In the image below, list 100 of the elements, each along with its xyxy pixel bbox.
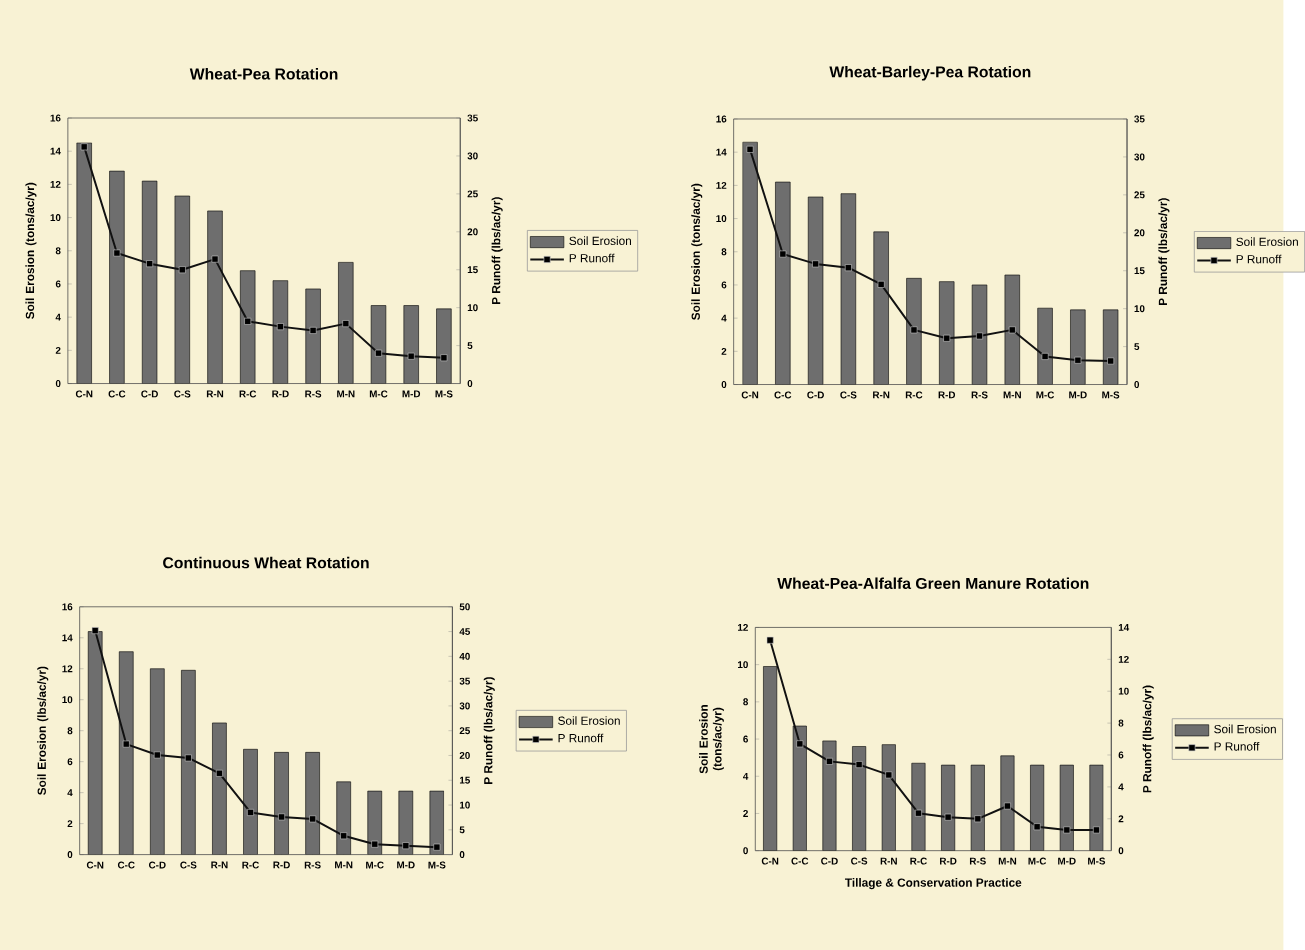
y2-tick-label: 15: [459, 776, 471, 784]
y-tick-label: 6: [743, 735, 748, 743]
y2-tick-label: 10: [467, 304, 478, 312]
point: [1041, 353, 1049, 360]
y-axis-title: Soil Erosion (lbs/ac/yr): [37, 666, 49, 795]
bar: [243, 748, 258, 855]
bar: [852, 746, 867, 851]
bar: [272, 280, 289, 384]
bar: [141, 180, 158, 384]
chart-title: Wheat-Barley-Pea Rotation: [829, 65, 1031, 81]
y-tick-label: 14: [50, 147, 61, 155]
bar: [87, 631, 103, 855]
y2-tick-label: 35: [459, 677, 471, 685]
y-tick-label: 4: [55, 313, 61, 321]
x-tick-label: C-S: [840, 391, 857, 399]
legend-label: P Runoff: [569, 253, 615, 263]
y2-tick-label: 25: [459, 727, 471, 735]
y-tick-label: 8: [721, 248, 727, 256]
point: [974, 815, 982, 823]
bar: [336, 781, 351, 855]
x-tick-label: M-S: [428, 861, 446, 869]
y2-tick-label: 30: [1134, 153, 1145, 161]
x-tick-label: R-S: [305, 390, 322, 398]
y2-tick-label: 20: [1134, 229, 1145, 237]
bar: [240, 270, 256, 384]
bar: [181, 669, 196, 855]
point: [244, 317, 252, 325]
x-tick-label: C-S: [851, 857, 868, 865]
y2-tick-label: 35: [1134, 115, 1145, 123]
point: [746, 145, 754, 153]
point: [375, 349, 382, 357]
point: [1093, 826, 1100, 834]
y2-tick-label: 8: [1118, 719, 1124, 727]
y2-axis-title: P Runoff (lbs/ac/yr): [483, 677, 495, 784]
x-tick-label: M-C: [1036, 391, 1055, 399]
x-tick-label: R-S: [969, 857, 986, 865]
y2-tick-label: 15: [467, 266, 478, 274]
x-tick-label: R-D: [940, 857, 957, 865]
point: [211, 255, 219, 263]
point: [779, 250, 787, 258]
y-tick-label: 12: [50, 180, 61, 188]
point: [278, 813, 285, 821]
y2-tick-label: 4: [1118, 783, 1124, 791]
y2-tick-label: 45: [459, 628, 471, 635]
y-tick-label: 4: [721, 314, 727, 322]
y-tick-label: 2: [721, 347, 727, 355]
point: [826, 757, 833, 765]
point: [910, 326, 918, 334]
y-tick-label: 16: [50, 114, 61, 122]
x-tick-label: M-D: [397, 861, 415, 869]
x-tick-label: M-C: [366, 861, 384, 869]
x-tick-label: C-C: [108, 390, 126, 398]
y-tick-label: 16: [62, 603, 73, 611]
x-tick-label: R-C: [239, 390, 257, 398]
bar: [939, 281, 955, 385]
x-tick-label: M-S: [1088, 857, 1106, 865]
y-tick-label: 0: [55, 380, 61, 388]
y-axis-title: Soil Erosion (tons/ac/yr): [691, 183, 703, 320]
bar: [274, 752, 289, 855]
bar: [911, 762, 926, 851]
x-tick-label: R-N: [880, 857, 897, 865]
y2-tick-label: 30: [459, 702, 470, 710]
bar: [367, 790, 383, 855]
y-tick-label: 10: [62, 696, 73, 704]
y2-tick-label: 10: [459, 801, 470, 809]
y2-tick-label: 0: [1118, 847, 1124, 855]
bar: [1030, 764, 1045, 851]
y-tick-label: 0: [721, 381, 727, 388]
x-tick-label: C-C: [117, 861, 135, 869]
x-tick-label: R-N: [206, 390, 224, 398]
x-tick-label: C-D: [141, 390, 158, 398]
x-tick-label: C-D: [807, 391, 824, 399]
point: [342, 320, 350, 328]
bar: [1037, 307, 1053, 385]
y-tick-label: 14: [716, 148, 727, 156]
bar: [429, 790, 445, 855]
bar: [971, 284, 988, 385]
point: [433, 843, 441, 851]
y2-tick-label: 0: [1134, 381, 1140, 388]
y-tick-label: 2: [55, 346, 61, 354]
legend-label: P Runoff: [558, 733, 604, 743]
bar: [881, 744, 896, 851]
x-tick-label: C-N: [741, 391, 759, 399]
bar: [212, 722, 227, 855]
x-tick-label: R-C: [910, 857, 927, 865]
x-tick-label: M-S: [435, 390, 453, 398]
point: [215, 769, 223, 777]
point: [1004, 802, 1011, 810]
point: [440, 354, 448, 362]
y-tick-label: 4: [67, 789, 73, 797]
point: [1008, 326, 1016, 334]
x-tick-label: R-C: [905, 391, 923, 399]
y-tick-label: 6: [55, 280, 61, 288]
y2-axis-title: P Runoff (lbs/ac/yr): [491, 197, 503, 305]
x-tick-label: M-C: [1028, 857, 1047, 865]
bar: [305, 752, 320, 855]
y2-tick-label: 35: [467, 114, 478, 122]
bar: [763, 666, 778, 851]
x-tick-label: R-S: [971, 391, 988, 399]
y-tick-label: 10: [50, 214, 61, 222]
